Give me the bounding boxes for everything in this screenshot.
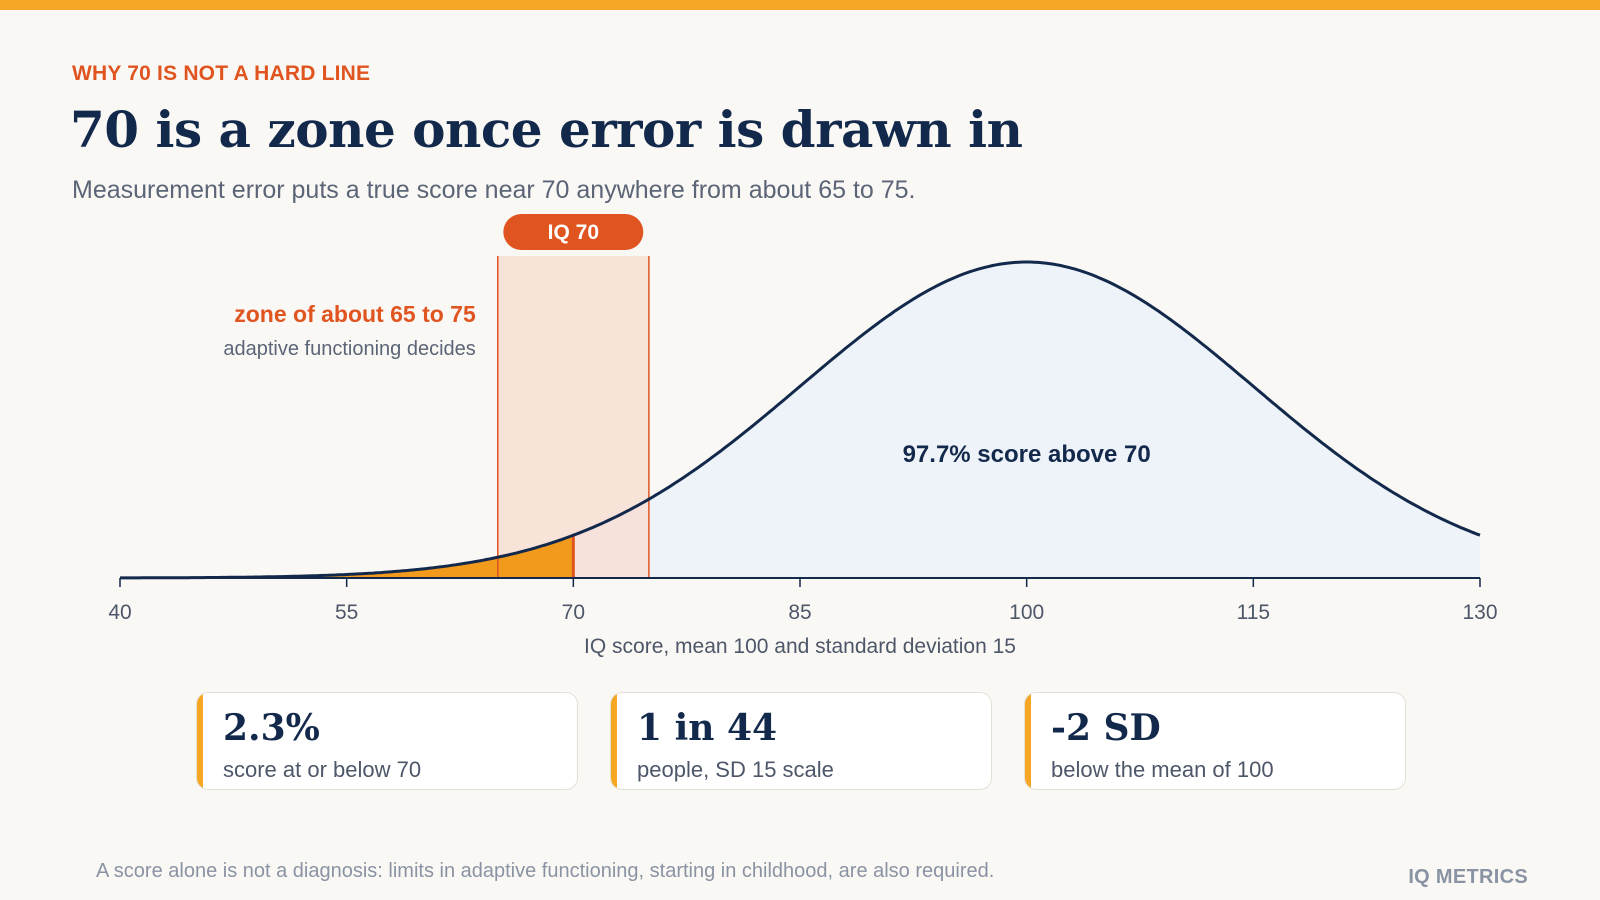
stat-label: score at or below 70 [223, 757, 422, 782]
distribution-curve-line [120, 260, 1481, 580]
stat-card-accent [1025, 693, 1031, 789]
x-tick-label: 70 [562, 601, 585, 624]
x-tick-label: 100 [1009, 601, 1044, 624]
page-title: 70 is a zone once error is drawn in [70, 100, 1023, 159]
x-tick-label: 40 [108, 601, 131, 624]
eyebrow-label: WHY 70 IS NOT A HARD LINE [72, 62, 371, 85]
top-accent-bar [0, 0, 1600, 10]
stat-card-accent [611, 693, 617, 789]
zone-annotation-subtitle: adaptive functioning decides [223, 338, 475, 360]
stat-value: 1 in 44 [637, 707, 778, 749]
x-axis-ticks: 40 55 70 85 100 115 130 [108, 578, 1498, 624]
x-axis-label: IQ score, mean 100 and standard deviatio… [584, 635, 1016, 658]
x-tick-label: 130 [1462, 601, 1497, 624]
stat-card-sd: -2 SD below the mean of 100 [1024, 692, 1406, 790]
x-tick-label: 85 [788, 601, 811, 624]
footnote: A score alone is not a diagnosis: limits… [96, 860, 995, 882]
zone-annotation-title: zone of about 65 to 75 [234, 301, 476, 327]
page-subtitle: Measurement error puts a true score near… [72, 176, 916, 204]
stat-label: people, SD 15 scale [637, 757, 834, 782]
brand-label: IQ METRICS [1408, 866, 1528, 888]
below-cutoff-tail-fill [120, 535, 574, 578]
stat-card-accent [197, 693, 203, 789]
stat-card-ratio: 1 in 44 people, SD 15 scale [610, 692, 992, 790]
cutoff-badge [503, 214, 644, 250]
error-zone-band [497, 256, 649, 578]
cutoff-badge-label: IQ 70 [548, 221, 599, 244]
stat-value: 2.3% [223, 707, 320, 749]
stat-card-percent: 2.3% score at or below 70 [196, 692, 578, 790]
stat-label: below the mean of 100 [1051, 757, 1274, 782]
curve-area-fill [120, 262, 1480, 578]
bell-curve-chart: 40 55 70 85 100 115 130 IQ score, mean 100 and… [108, 214, 1498, 658]
x-tick-label: 55 [335, 601, 358, 624]
x-tick-label: 115 [1237, 601, 1270, 624]
above-cutoff-label: 97.7% score above 70 [903, 441, 1151, 468]
stat-value: -2 SD [1051, 707, 1161, 749]
